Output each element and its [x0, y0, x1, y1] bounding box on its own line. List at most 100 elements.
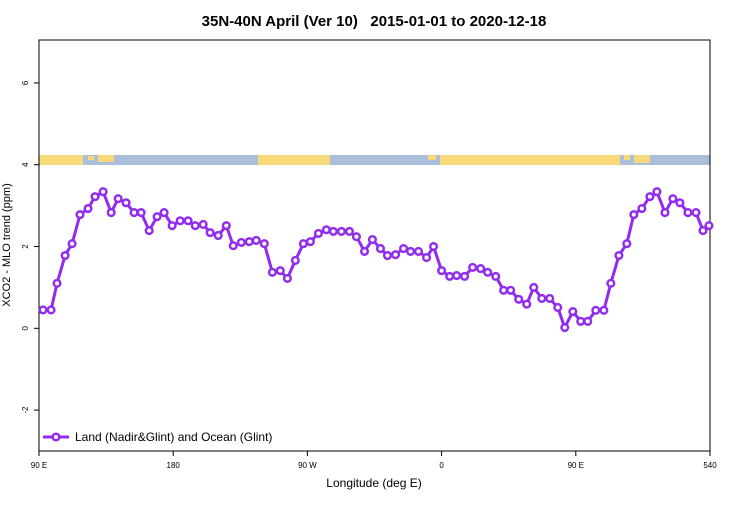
data-point	[560, 322, 570, 333]
y-tick-label: 0	[21, 326, 30, 331]
data-point	[213, 230, 223, 241]
data-point	[576, 316, 586, 326]
data-point	[359, 246, 370, 256]
data-point	[529, 282, 539, 292]
data-point	[275, 266, 285, 276]
data-point	[305, 237, 315, 247]
data-point	[52, 278, 62, 288]
y-tick-label: 2	[21, 244, 30, 249]
data-point	[629, 210, 639, 220]
data-point	[568, 306, 578, 317]
y-axis-label: XCO2 - MLO trend (ppm)	[1, 183, 13, 306]
data-point	[591, 305, 601, 315]
data-point	[183, 216, 193, 226]
data-point	[136, 208, 146, 218]
data-point	[675, 198, 685, 208]
y-tick-label: 6	[21, 80, 30, 85]
data-point	[406, 246, 416, 256]
data-point	[499, 285, 509, 295]
data-point	[553, 302, 563, 313]
data-point	[390, 250, 401, 260]
chart-title: 35N-40N April (Ver 10) 2015-01-01 to 202…	[202, 13, 547, 30]
x-tick-label: 180	[167, 461, 181, 470]
legend-label: Land (Nadir&Glint) and Ocean (Glint)	[75, 430, 272, 444]
x-tick-label: 90 W	[298, 461, 317, 470]
data-point	[267, 267, 277, 277]
data-point	[67, 239, 77, 249]
land-band	[39, 155, 83, 165]
x-tick-label: 540	[703, 461, 717, 470]
data-point	[537, 293, 547, 304]
data-point	[46, 305, 56, 315]
y-tick-label: -2	[21, 406, 30, 414]
y-tick-label: 4	[21, 162, 30, 167]
data-point	[75, 210, 85, 220]
data-point	[645, 192, 655, 202]
land-ocean-strip	[39, 155, 710, 165]
data-point	[660, 208, 670, 218]
data-point	[698, 226, 708, 236]
data-point	[167, 221, 177, 231]
data-point	[375, 244, 386, 254]
data-point	[652, 187, 662, 197]
data-point	[190, 221, 200, 231]
data-point	[704, 221, 714, 231]
data-point	[228, 241, 238, 251]
data-point	[282, 273, 292, 283]
land-band	[634, 155, 650, 163]
land-band	[440, 155, 620, 165]
data-point	[428, 241, 439, 252]
data-point	[637, 203, 647, 214]
data-point	[468, 262, 478, 272]
data-point	[244, 237, 254, 247]
data-point	[413, 246, 424, 256]
data-point	[506, 285, 516, 295]
data-point	[90, 192, 100, 202]
data-point	[336, 226, 346, 236]
x-tick-label: 0	[439, 461, 444, 470]
data-point	[583, 316, 593, 326]
land-band	[624, 155, 630, 160]
legend-marker	[51, 432, 61, 442]
x-axis-label: Longitude (deg E)	[326, 476, 421, 490]
data-point	[382, 250, 393, 261]
data-point	[129, 208, 139, 218]
land-band	[88, 156, 94, 160]
data-point	[344, 226, 354, 236]
data-point	[622, 239, 632, 249]
data-point	[691, 208, 701, 218]
land-band	[98, 155, 114, 162]
data-point	[290, 255, 300, 265]
data-point	[367, 235, 377, 245]
data-point	[321, 225, 331, 235]
data-point	[83, 203, 93, 214]
data-point	[483, 267, 493, 277]
plot-frame	[38, 39, 711, 452]
x-tick-label: 90 E	[568, 461, 584, 470]
data-point	[476, 264, 486, 274]
data-point	[144, 226, 154, 236]
data-point	[445, 271, 455, 281]
data-point	[236, 237, 246, 247]
data-point	[452, 271, 462, 281]
data-point	[259, 239, 269, 249]
data-point	[251, 235, 261, 245]
data-point	[121, 198, 131, 208]
data-point	[460, 271, 470, 281]
data-point	[106, 208, 116, 218]
data-point	[198, 219, 208, 229]
data-point	[152, 212, 162, 222]
data-point	[221, 221, 231, 231]
data-point	[328, 226, 338, 236]
data-point	[175, 216, 185, 226]
land-band	[258, 155, 330, 165]
data-point	[421, 253, 432, 263]
data-point	[606, 278, 616, 288]
data-point	[205, 228, 215, 238]
data-point	[683, 208, 693, 218]
data-point	[113, 194, 123, 204]
data-point	[351, 232, 362, 242]
data-point	[599, 305, 609, 315]
data-point	[491, 271, 501, 281]
